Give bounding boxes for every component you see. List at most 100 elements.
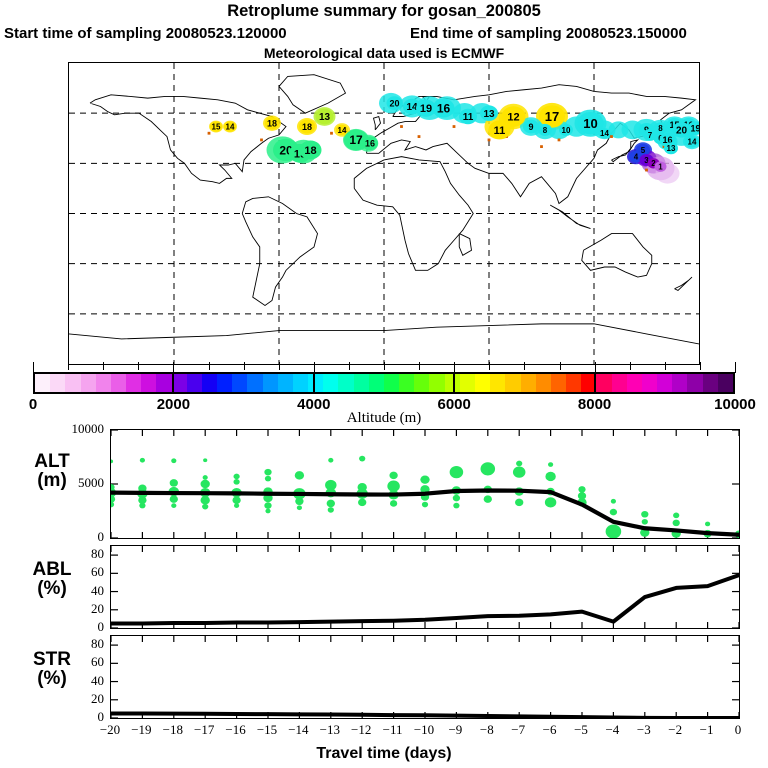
- x-tick-label: −10: [413, 722, 435, 737]
- colorbar-segment: [232, 374, 248, 392]
- colorbar-tick: [524, 362, 526, 370]
- colorbar-segment: [217, 374, 233, 392]
- colorbar-tick: [735, 362, 736, 373]
- colorbar-tick-label: 6000: [437, 396, 471, 413]
- colorbar-segment: [611, 374, 627, 392]
- abl-plot-panel: [110, 545, 740, 629]
- page-title: Retroplume summary for gosan_200805: [227, 2, 541, 20]
- map-cluster-number: 16: [662, 135, 672, 145]
- x-tick-label: 0: [734, 722, 742, 737]
- map-cluster-number: 14: [406, 102, 418, 113]
- x-tick-label: −13: [319, 722, 340, 737]
- colorbar-segment: [535, 374, 551, 392]
- colorbar-tick: [489, 362, 491, 370]
- colorbar-tick-labels: 0 2000 4000 6000 8000 10000: [0, 396, 768, 414]
- abl-axis-label: ABL (%): [6, 560, 98, 599]
- map-cluster-number: 11: [463, 112, 474, 123]
- map-cluster-number: 16: [437, 101, 451, 115]
- x-tick-label: −12: [351, 722, 372, 737]
- str-plot-panel: [110, 635, 740, 719]
- map-cluster-number: 8: [543, 126, 548, 135]
- str-label-line1: STR: [33, 649, 71, 670]
- x-tick-label: −6: [542, 722, 557, 737]
- colorbar-tick-label: 0: [28, 396, 38, 413]
- colorbar-segment: [626, 374, 642, 392]
- colorbar-tick: [103, 362, 105, 370]
- map-cluster-number: 15: [212, 122, 221, 131]
- x-tick-label: −3: [636, 722, 651, 737]
- map-cluster-number: 14: [600, 129, 609, 138]
- world-map-panel: 20 19 18 17 16 13 15 14 18 18 14 20 14 19 16 11 13 12 11 17…: [68, 62, 700, 365]
- x-tick-label: −15: [256, 722, 278, 737]
- colorbar-tick: [384, 362, 385, 370]
- colorbar-segment: [126, 374, 142, 392]
- y-tick-label: 0: [97, 529, 105, 544]
- map-cluster-number: 18: [302, 122, 312, 132]
- x-axis-title: Travel time (days): [316, 745, 452, 762]
- colorbar-segment: [490, 374, 506, 392]
- alt-label-line2: (m): [37, 470, 67, 492]
- colorbar-segment: [156, 374, 172, 392]
- colorbar-divider: [593, 372, 596, 394]
- y-tick-label: 10000: [71, 421, 105, 436]
- colorbar-segment: [368, 374, 384, 392]
- colorbar-segment: [308, 374, 324, 392]
- x-tick-label: −16: [225, 722, 246, 737]
- colorbar-tick: [278, 362, 280, 370]
- map-cluster-number: 17: [545, 109, 559, 124]
- map-cluster-number: 18: [267, 118, 277, 128]
- y-tick-label: 0: [97, 709, 105, 724]
- map-cluster-number: 3: [644, 156, 649, 165]
- map-cluster-number: 20: [676, 125, 688, 136]
- map-cluster-number: 13: [483, 109, 495, 120]
- colorbar-tick-label: 2000: [156, 396, 191, 413]
- colorbar-tick: [419, 362, 421, 370]
- colorbar-segment: [353, 374, 369, 392]
- x-tick-label: −11: [382, 722, 403, 737]
- abl-label-line2: (%): [37, 578, 67, 600]
- colorbar-segment: [247, 374, 263, 392]
- colorbar-tick: [33, 362, 34, 373]
- colorbar-segment: [110, 374, 127, 392]
- str-tickmarks: [111, 636, 739, 718]
- y-tick-label: 80: [91, 636, 104, 652]
- map-cluster-number: 19: [690, 123, 699, 133]
- colorbar-divider: [453, 372, 456, 394]
- colorbar-tick-label: 10000: [714, 396, 756, 413]
- x-tick-label: −4: [605, 722, 620, 737]
- x-tick-label: −19: [131, 722, 152, 737]
- colorbar-tick-label: 4000: [297, 396, 331, 413]
- str-series-line: [111, 711, 739, 718]
- map-cluster-number: 11: [494, 125, 506, 137]
- colorbar-segment: [292, 374, 309, 392]
- y-tick-label: 20: [91, 600, 104, 616]
- alt-scatter-points: [111, 455, 739, 538]
- colorbar-tick: [559, 362, 561, 370]
- end-time-label: End time of sampling 20080523.150000: [410, 25, 687, 42]
- abl-series-line: [111, 573, 739, 626]
- colorbar-tick: [138, 362, 140, 370]
- colorbar-segment: [641, 374, 658, 392]
- map-cluster-number: 17: [349, 133, 363, 147]
- map-cluster-number: 5: [641, 146, 646, 155]
- colorbar-segment: [50, 374, 66, 392]
- colorbar-segment: [596, 374, 612, 392]
- meteorology-label: Meteorological data used is ECMWF: [263, 45, 505, 61]
- map-cluster-number: 12: [507, 111, 519, 123]
- map-cluster-number: 16: [365, 139, 375, 149]
- y-tick-label: 5000: [78, 475, 104, 490]
- colorbar-title: Altitude (m): [346, 410, 422, 426]
- colorbar-segment: [338, 374, 354, 392]
- colorbar-segment: [444, 374, 460, 392]
- colorbar-segment: [474, 374, 491, 392]
- colorbar-segment: [262, 374, 278, 392]
- colorbar-segment: [520, 374, 536, 392]
- colorbar-segment: [186, 374, 202, 392]
- map-cluster-number: 13: [319, 112, 331, 123]
- abl-tickmarks: [111, 546, 739, 628]
- x-tick-label: −14: [288, 722, 309, 737]
- str-plot-svg: [111, 636, 739, 718]
- alt-label-line1: ALT: [34, 451, 70, 472]
- y-tick-label: 20: [91, 690, 104, 706]
